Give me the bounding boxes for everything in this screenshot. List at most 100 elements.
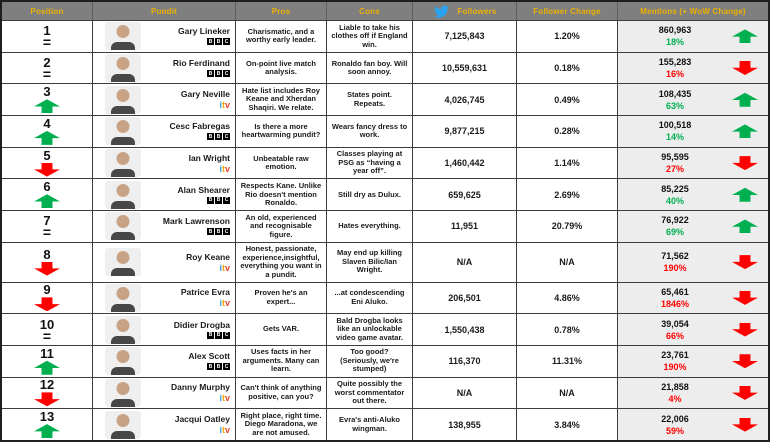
column-header-followers: Followers — [413, 2, 517, 20]
wow-change: 59% — [665, 425, 684, 436]
column-header-follower-change: Follower Change — [517, 2, 618, 20]
position-trend: = — [42, 327, 52, 344]
position-trend — [34, 392, 60, 407]
position-number: 5 — [43, 147, 51, 163]
mentions-count: 23,761 — [661, 350, 689, 361]
position-trend: = — [42, 224, 52, 241]
wow-change: 16% — [665, 69, 684, 80]
pundit-name: Gary Lineker — [178, 26, 230, 37]
table-row: 13 Jacqui Oatley itv Right place, right … — [2, 408, 768, 440]
cons-cell: Hates everything. — [327, 211, 413, 242]
position-cell: 10 = — [2, 314, 93, 345]
pros-cell: Uses facts in her arguments. Many can le… — [236, 345, 327, 377]
mentions-count: 22,006 — [661, 413, 689, 424]
followers-cell: 1,460,442 — [413, 147, 517, 179]
pros-cell: An old, experienced and recognisable fig… — [236, 211, 327, 242]
cons-cell: Evra's anti-Aluko wingman. — [327, 409, 413, 440]
pros-cell: Proven he's an expert... — [236, 282, 327, 314]
pros-cell: Gets VAR. — [236, 314, 327, 345]
position-number: 6 — [43, 179, 51, 195]
column-header-cons: Cons — [327, 2, 413, 20]
position-number: 4 — [43, 116, 51, 131]
twitter-icon — [434, 4, 450, 18]
mentions-cell: 22,006 59% — [618, 409, 768, 440]
mentions-count: 95,595 — [661, 152, 689, 163]
mentions-cell: 76,922 69% — [618, 211, 768, 242]
itv-logo: itv — [219, 262, 230, 273]
pundit-name: Danny Murphy — [170, 382, 230, 393]
position-cell: 6 — [2, 179, 93, 211]
pundit-name: Cesc Fabregas — [169, 121, 230, 132]
wow-change: 69% — [665, 227, 684, 238]
wow-arrow — [732, 124, 758, 139]
follower-change-cell: N/A — [517, 377, 618, 409]
wow-arrow — [732, 322, 758, 337]
mentions-cell: 71,562 190% — [618, 242, 768, 282]
table-row: 8 Roy Keane itv Honest, passionate, expe… — [2, 241, 768, 282]
position-trend — [34, 261, 60, 276]
mentions-count: 860,963 — [658, 25, 692, 36]
followers-cell: 659,625 — [413, 179, 517, 211]
followers-cell: 4,026,745 — [413, 84, 517, 116]
position-trend: = — [42, 66, 52, 83]
position-cell: 8 — [2, 242, 93, 282]
wow-arrow — [732, 29, 758, 44]
mentions-count: 76,922 — [661, 215, 689, 226]
mentions-count: 85,225 — [661, 183, 689, 194]
position-trend — [34, 297, 60, 312]
followers-cell: 7,125,843 — [413, 21, 517, 52]
cons-cell: Classes playing at PSG as “having a year… — [327, 147, 413, 179]
mentions-count: 71,562 — [661, 251, 689, 262]
pundit-photo — [105, 378, 141, 407]
mentions-count: 108,435 — [658, 88, 692, 99]
pundit-photo — [105, 117, 141, 146]
pundit-name: Mark Lawrenson — [162, 216, 230, 227]
mentions-cell: 95,595 27% — [618, 147, 768, 179]
cons-cell: Ronaldo fan boy. Will soon annoy. — [327, 52, 413, 84]
cons-cell: Still dry as Dulux. — [327, 179, 413, 211]
position-number: 12 — [39, 377, 55, 393]
pros-cell: Right place, right time. Diego Maradona,… — [236, 409, 327, 440]
pros-cell: On-point live match analysis. — [236, 52, 327, 84]
itv-logo: itv — [219, 163, 230, 174]
wow-arrow — [732, 417, 758, 432]
wow-arrow — [732, 385, 758, 400]
position-number: 11 — [40, 345, 54, 361]
position-number: 2 — [43, 55, 51, 71]
wow-arrow — [732, 354, 758, 369]
mentions-cell: 155,283 16% — [618, 52, 768, 84]
position-trend — [34, 130, 60, 145]
pundit-name: Patrice Evra — [180, 287, 230, 298]
position-cell: 11 — [2, 345, 93, 377]
itv-logo: itv — [219, 298, 230, 309]
followers-header-label: Followers — [457, 6, 497, 16]
position-cell: 9 — [2, 282, 93, 314]
position-trend — [34, 99, 60, 114]
cons-cell: Quite possibly the worst commentator out… — [327, 377, 413, 409]
followers-cell: 10,559,631 — [413, 52, 517, 84]
table-row: 9 Patrice Evra itv Proven he's an expert… — [2, 281, 768, 314]
pundit-name: Alan Shearer — [177, 184, 230, 195]
followers-cell: N/A — [413, 242, 517, 282]
position-cell: 3 — [2, 84, 93, 116]
wow-arrow — [732, 255, 758, 270]
pundit-name: Roy Keane — [186, 251, 230, 262]
mentions-cell: 65,461 1846% — [618, 282, 768, 314]
pundit-cell: Danny Murphy itv — [93, 377, 236, 409]
pros-cell: Charismatic, and a worthy early leader. — [236, 21, 327, 52]
